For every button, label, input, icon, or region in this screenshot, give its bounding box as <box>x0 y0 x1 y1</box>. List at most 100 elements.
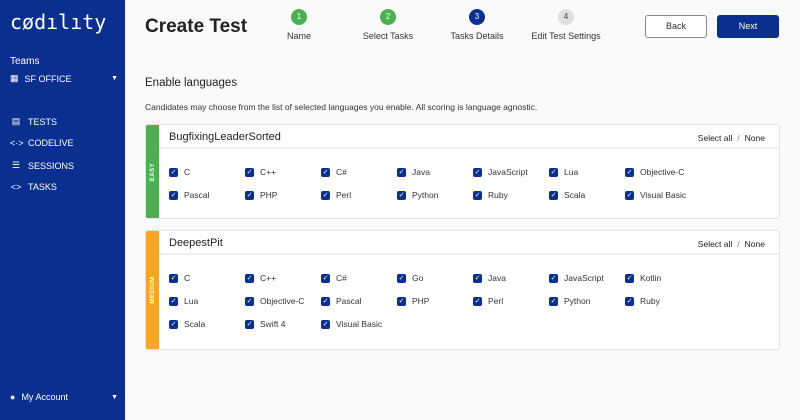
task-card: EASY BugfixingLeaderSorted Select all / No… <box>145 124 780 219</box>
codility-logo[interactable]: cødılıty <box>10 10 107 34</box>
step-number: 4 <box>558 9 574 25</box>
checkmark-icon: ✓ <box>169 190 178 200</box>
caret-down-icon: ▼ <box>111 75 118 82</box>
checkmark-icon: ✓ <box>169 319 178 329</box>
sidebar-item-label: TESTS <box>28 116 58 127</box>
language-checkbox[interactable]: ✓ Objective-C <box>625 167 701 177</box>
caret-down-icon: ▼ <box>111 393 118 401</box>
language-checkbox[interactable]: ✓ C# <box>321 273 397 283</box>
language-checkbox[interactable]: ✓ Objective-C <box>245 296 321 306</box>
language-checkbox[interactable]: ✓ C++ <box>245 273 321 283</box>
section-heading: Enable languages <box>145 77 238 89</box>
language-checkbox[interactable]: ✓ Visual Basic <box>321 319 397 329</box>
checkmark-icon: ✓ <box>397 273 406 283</box>
checkmark-icon: ✓ <box>245 273 254 283</box>
sidebar-item-codelive[interactable]: <·> CODELIVE <box>10 138 74 148</box>
checkmark-icon: ✓ <box>625 190 634 200</box>
language-label: Python <box>412 190 439 200</box>
language-checkbox[interactable]: ✓ Python <box>397 190 473 200</box>
language-label: C# <box>336 167 347 177</box>
task-card-header: BugfixingLeaderSorted Select all / None <box>159 125 779 149</box>
task-card: MEDIUM DeepestPit Select all / None ✓ C ✓ C++… <box>145 230 780 350</box>
task-name: DeepestPit <box>169 237 223 249</box>
language-checkbox[interactable]: ✓ C++ <box>245 167 321 177</box>
language-label: Ruby <box>488 190 508 200</box>
language-checkbox[interactable]: ✓ Ruby <box>473 190 549 200</box>
language-checkbox[interactable]: ✓ PHP <box>397 296 473 306</box>
language-checkbox[interactable]: ✓ Perl <box>473 296 549 306</box>
language-checkbox[interactable]: ✓ JavaScript <box>549 273 625 283</box>
checkmark-icon: ✓ <box>397 296 406 306</box>
language-checkbox[interactable]: ✓ Go <box>397 273 473 283</box>
language-label: C++ <box>260 167 277 177</box>
language-label: JavaScript <box>564 273 604 283</box>
next-button[interactable]: Next <box>717 15 779 38</box>
language-label: Ruby <box>640 296 660 306</box>
difficulty-badge: EASY <box>146 125 159 218</box>
language-checkbox[interactable]: ✓ Kotlin <box>625 273 701 283</box>
language-checkbox[interactable]: ✓ Scala <box>169 319 245 329</box>
language-checkbox[interactable]: ✓ Lua <box>169 296 245 306</box>
language-label: Go <box>412 273 424 283</box>
select-all-link[interactable]: Select all <box>697 133 733 143</box>
step-3: 3 Tasks Details <box>427 9 527 41</box>
sidebar-item-sessions[interactable]: ☰ SESSIONS <box>10 160 74 171</box>
checkmark-icon: ✓ <box>549 167 558 177</box>
language-label: Lua <box>184 296 199 306</box>
language-checkbox[interactable]: ✓ PHP <box>245 190 321 200</box>
page-title: Create Test <box>145 16 248 37</box>
sidebar: cødılıty Teams ▦ SF OFFICE ▼ ▤ TESTS <·> CO… <box>0 0 125 420</box>
step-label: Edit Test Settings <box>531 31 601 41</box>
language-checkbox[interactable]: ✓ Ruby <box>625 296 701 306</box>
language-label: Scala <box>184 319 206 329</box>
language-label: Visual Basic <box>640 190 687 200</box>
step-label: Tasks Details <box>450 31 504 41</box>
language-label: Python <box>564 296 591 306</box>
language-checkbox[interactable]: ✓ Lua <box>549 167 625 177</box>
checkmark-icon: ✓ <box>397 167 406 177</box>
checkmark-icon: ✓ <box>397 190 406 200</box>
language-checkbox[interactable]: ✓ Visual Basic <box>625 190 701 200</box>
checkmark-icon: ✓ <box>549 296 558 306</box>
select-none-link[interactable]: None <box>744 133 765 143</box>
language-label: Pascal <box>336 296 362 306</box>
checkmark-icon: ✓ <box>169 273 178 283</box>
checkmark-icon: ✓ <box>549 190 558 200</box>
step-number: 1 <box>291 9 307 25</box>
code-live-icon: <·> <box>10 138 24 148</box>
select-none-link[interactable]: None <box>744 239 765 249</box>
account-icon: ● <box>10 392 16 402</box>
language-label: C <box>184 273 191 283</box>
language-checkbox[interactable]: ✓ Swift 4 <box>245 319 321 329</box>
sidebar-item-tests[interactable]: ▤ TESTS <box>10 116 57 127</box>
language-checkbox[interactable]: ✓ Pascal <box>169 190 245 200</box>
checkmark-icon: ✓ <box>321 319 330 329</box>
checkmark-icon: ✓ <box>473 167 482 177</box>
language-label: Java <box>412 167 430 177</box>
checkmark-icon: ✓ <box>245 319 254 329</box>
language-checkbox[interactable]: ✓ Python <box>549 296 625 306</box>
language-checkbox[interactable]: ✓ Scala <box>549 190 625 200</box>
back-button[interactable]: Back <box>645 15 707 38</box>
my-account-menu[interactable]: ● My Account ▼ <box>10 392 118 402</box>
checkmark-icon: ✓ <box>169 296 178 306</box>
language-checkbox[interactable]: ✓ JavaScript <box>473 167 549 177</box>
step-number: 2 <box>380 9 396 25</box>
language-checkbox[interactable]: ✓ C <box>169 273 245 283</box>
select-all-link[interactable]: Select all <box>697 239 733 249</box>
language-checkbox[interactable]: ✓ Pascal <box>321 296 397 306</box>
checkmark-icon: ✓ <box>473 190 482 200</box>
language-checkbox[interactable]: ✓ C# <box>321 167 397 177</box>
language-checkbox[interactable]: ✓ Java <box>473 273 549 283</box>
language-label: Pascal <box>184 190 210 200</box>
language-label: Kotlin <box>640 273 662 283</box>
checkmark-icon: ✓ <box>625 296 634 306</box>
team-selector[interactable]: ▦ SF OFFICE ▼ <box>10 73 118 84</box>
language-checkbox[interactable]: ✓ Java <box>397 167 473 177</box>
step-number: 3 <box>469 9 485 25</box>
sidebar-item-tasks[interactable]: <> TASKS <box>10 182 57 192</box>
language-checkbox[interactable]: ✓ Perl <box>321 190 397 200</box>
language-label: Perl <box>336 190 352 200</box>
language-checkbox[interactable]: ✓ C <box>169 167 245 177</box>
checkmark-icon: ✓ <box>473 296 482 306</box>
